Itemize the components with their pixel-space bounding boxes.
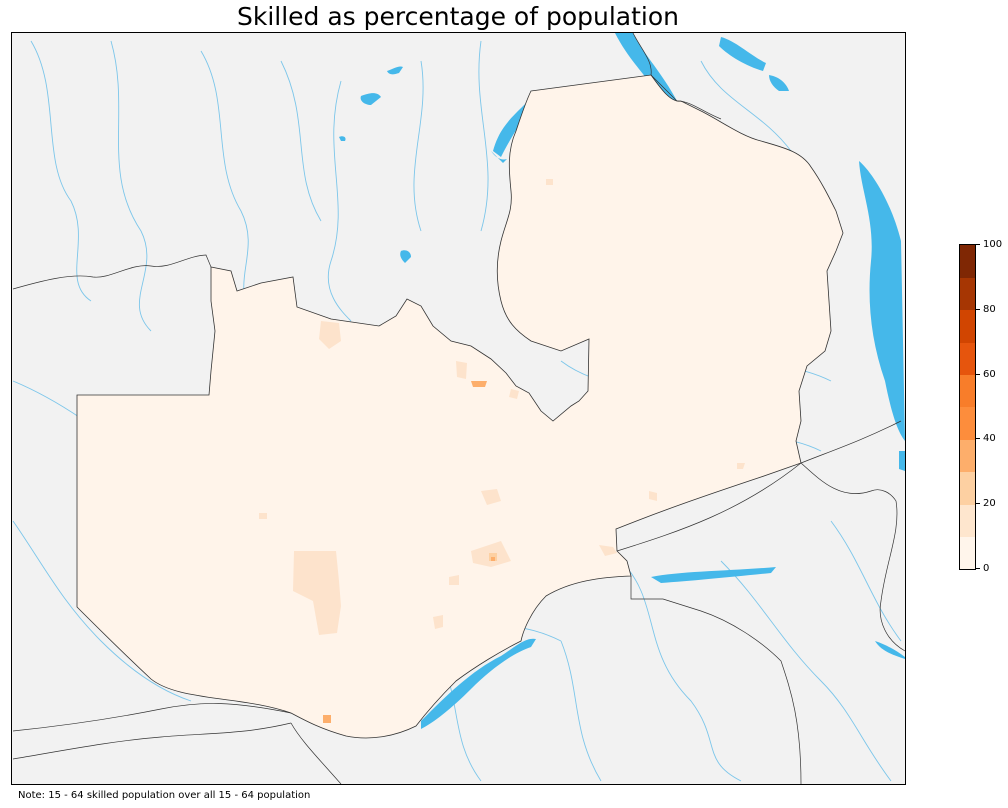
map-area bbox=[11, 32, 906, 785]
map-title: Skilled as percentage of population bbox=[236, 2, 680, 31]
colorbar bbox=[959, 244, 976, 570]
footnote: Note: 15 - 64 skilled population over al… bbox=[18, 790, 311, 801]
colorbar-bin bbox=[960, 342, 975, 376]
colorbar-tick-label: 80 bbox=[976, 304, 996, 315]
colorbar-bin bbox=[960, 536, 975, 570]
skilled-patches bbox=[259, 179, 745, 723]
colorbar-tick-label: 20 bbox=[976, 499, 996, 509]
colorbar-bin bbox=[960, 439, 975, 473]
colorbar-bin bbox=[960, 309, 975, 343]
colorbar-bin bbox=[960, 374, 975, 408]
borders bbox=[12, 33, 905, 784]
colorbar-tick-label: 0 bbox=[975, 564, 989, 574]
colorbar-tick-label: 60 bbox=[976, 369, 996, 380]
country-shape bbox=[76, 74, 844, 739]
colorbar-tick-label: 40 bbox=[976, 434, 996, 444]
colorbar-bin bbox=[960, 407, 975, 440]
colorbar-bin bbox=[960, 471, 975, 505]
colorbar-bin bbox=[960, 277, 975, 311]
colorbar-tick-label: 100 bbox=[975, 240, 1002, 250]
colorbar-bin bbox=[960, 245, 975, 278]
colorbar-bin bbox=[960, 504, 975, 538]
